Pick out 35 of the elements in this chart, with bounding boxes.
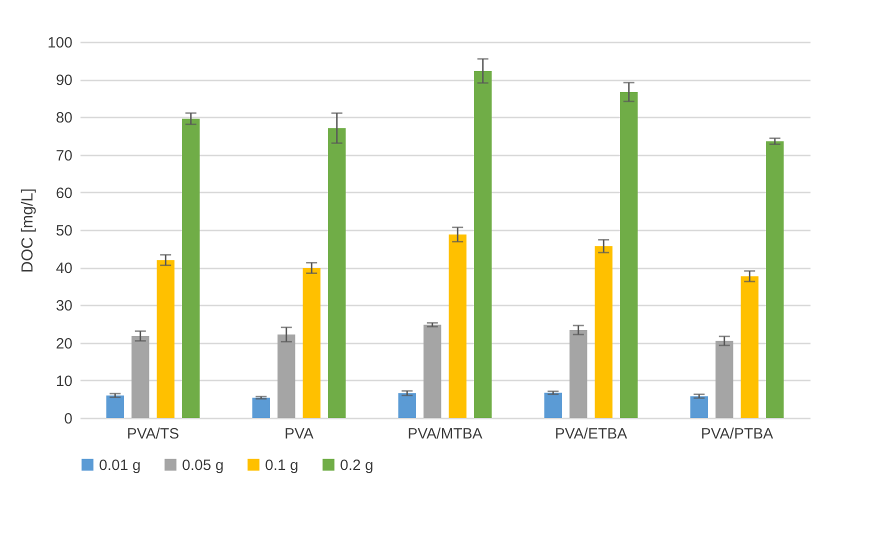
legend-label: 0.01 g <box>99 456 141 474</box>
bar <box>302 268 320 418</box>
bar <box>594 246 612 418</box>
y-axis-title: DOC [mg/L] <box>19 188 36 273</box>
y-tick-label: 50 <box>56 222 72 240</box>
legend-label: 0.05 g <box>182 456 224 474</box>
bar <box>716 340 734 418</box>
y-tick-label: 70 <box>56 147 72 164</box>
y-tick-label: 20 <box>56 335 72 352</box>
x-tick-label: PVA/ETBA <box>554 426 628 442</box>
bar <box>766 141 784 418</box>
bar <box>278 334 296 418</box>
y-tick-label: 100 <box>47 34 72 52</box>
legend-label: 0.1 g <box>265 456 298 474</box>
x-tick-label: PVA <box>284 426 314 442</box>
bar <box>570 330 588 418</box>
y-tick-label: 90 <box>56 72 72 90</box>
y-tick-label: 10 <box>56 372 72 390</box>
bar <box>328 128 346 418</box>
x-tick-label: PVA/PTBA <box>700 426 774 442</box>
y-tick-label: 30 <box>56 298 72 315</box>
y-tick-label: 60 <box>56 184 72 202</box>
bar <box>182 118 200 418</box>
bar <box>620 92 638 418</box>
y-tick-label: 40 <box>56 260 72 278</box>
bar <box>474 70 492 418</box>
x-tick-label: PVA/MTBA <box>408 426 482 442</box>
y-tick-label: 80 <box>56 110 72 127</box>
legend-label: 0.2 g <box>340 456 374 474</box>
bar <box>448 234 466 418</box>
y-tick-label: 0 <box>64 410 72 428</box>
bar <box>132 336 150 418</box>
bar <box>740 276 758 418</box>
x-tick-label: PVA/TS <box>126 426 180 442</box>
bar <box>156 260 174 418</box>
